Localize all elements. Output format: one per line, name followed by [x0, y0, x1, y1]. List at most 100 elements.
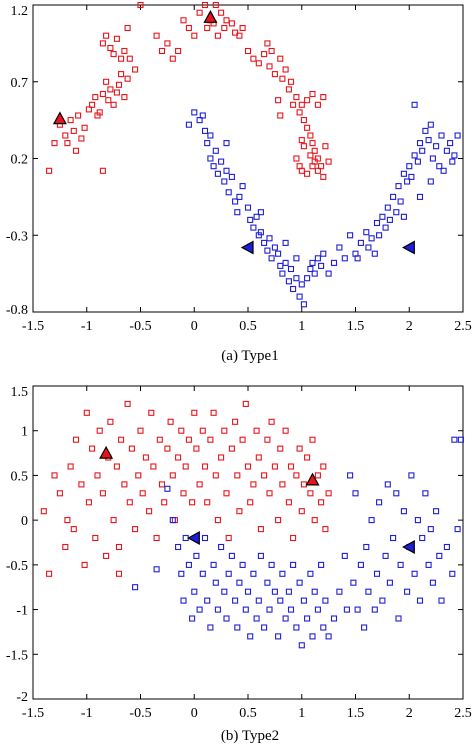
red-square-point	[85, 106, 92, 113]
blue-square-point	[221, 178, 228, 185]
red-square-point	[103, 32, 110, 39]
blue-square-point	[436, 163, 443, 170]
red-square-point	[201, 1, 209, 9]
red-square-point	[103, 552, 110, 559]
red-square-point	[234, 472, 241, 479]
blue-square-point	[164, 485, 171, 492]
blue-square-point	[371, 250, 378, 257]
red-square-point	[169, 472, 176, 479]
red-square-point	[78, 481, 85, 488]
red-square-point	[236, 508, 243, 515]
blue-square-point	[223, 140, 230, 147]
red-square-point	[118, 55, 125, 62]
blue-square-point	[247, 633, 254, 640]
red-square-point	[196, 481, 203, 488]
y-tick-label: 0.7	[11, 76, 29, 91]
red-square-point	[70, 526, 77, 533]
red-square-point	[204, 499, 211, 506]
y-tick-label: -1	[16, 604, 28, 619]
y-tick-labels-type2: -2 -1.5 -1 -0.5 0 0.5 1 1.5	[6, 385, 28, 705]
blue-square-point	[397, 561, 404, 568]
red-square-point	[164, 40, 171, 47]
blue-square-point	[347, 232, 354, 239]
blue-square-point	[236, 193, 243, 200]
blue-square-point	[393, 490, 400, 497]
red-square-point	[180, 490, 187, 497]
y-tick-label: 1	[21, 425, 28, 440]
blue-square-point	[404, 178, 411, 185]
blue-square-point	[207, 132, 214, 139]
blue-square-point	[300, 301, 307, 308]
blue-square-point	[214, 606, 221, 613]
blue-square-point	[239, 183, 246, 190]
red-square-point	[322, 526, 329, 533]
y-tick-label: 1.5	[11, 385, 29, 400]
red-square-point	[320, 463, 327, 470]
blue-square-point	[204, 597, 211, 604]
blue-square-point	[304, 615, 311, 622]
red-square-point	[105, 97, 112, 104]
blue-square-point	[390, 534, 397, 542]
red-square-point	[51, 472, 58, 479]
blue-square-point	[212, 579, 219, 586]
blue-square-point	[247, 216, 254, 223]
y-tick-labels-type1: -0.8 -0.3 0.2 0.7 1.2	[6, 4, 28, 318]
blue-triangle-marker	[402, 539, 415, 555]
blue-square-point	[271, 244, 278, 251]
blue-square-point	[178, 570, 185, 577]
red-square-point	[124, 24, 131, 32]
blue-square-point	[282, 615, 289, 622]
data-points-type2	[40, 400, 464, 649]
red-square-point	[96, 109, 103, 116]
blue-square-point	[343, 606, 350, 613]
red-square-point	[255, 454, 262, 461]
blue-square-point	[451, 152, 458, 159]
data-points-type1	[46, 1, 461, 308]
x-tick-label: 1	[298, 706, 305, 721]
blue-square-point	[199, 570, 206, 577]
blue-square-point	[320, 250, 327, 257]
red-square-point	[191, 32, 198, 39]
red-square-point	[118, 71, 125, 78]
x-tick-label: -1.5	[22, 706, 44, 721]
blue-square-point	[282, 259, 289, 266]
red-square-point	[139, 490, 146, 497]
red-triangle-marker	[203, 10, 218, 23]
red-square-point	[132, 66, 139, 73]
red-square-point	[107, 86, 114, 93]
blue-square-point	[207, 155, 214, 162]
blue-square-point	[298, 281, 305, 288]
red-square-point	[137, 1, 144, 9]
red-square-point	[268, 418, 275, 425]
red-square-point	[282, 66, 289, 73]
red-square-point	[264, 436, 271, 443]
blue-square-point	[255, 597, 262, 604]
red-square-point	[322, 143, 329, 150]
blue-square-point	[191, 109, 198, 116]
blue-square-point	[250, 570, 257, 577]
red-square-point	[277, 445, 284, 452]
blue-square-point	[257, 552, 264, 559]
red-square-point	[228, 445, 235, 452]
red-square-point	[239, 436, 246, 443]
red-square-point	[178, 427, 185, 434]
blue-square-point	[454, 526, 461, 533]
blue-square-point	[433, 143, 440, 150]
blue-triangle-marker	[187, 530, 200, 546]
blue-square-point	[404, 588, 411, 595]
blue-square-point	[253, 615, 260, 622]
panel-type1: -1.5 -1 -0.5 0 0.5 1 1.5 2 2.5 -0.8 -0.3 0.2 0.7 1.2…	[6, 1, 472, 364]
red-square-point	[107, 418, 114, 425]
blue-square-point	[228, 173, 235, 180]
blue-square-point	[427, 178, 434, 185]
blue-square-point	[268, 561, 275, 568]
y-tick-label: -0.3	[6, 229, 28, 244]
red-square-point	[62, 132, 69, 139]
red-square-point	[132, 526, 139, 533]
blue-square-point	[225, 189, 232, 196]
red-square-point	[244, 47, 252, 55]
red-triangle-marker	[99, 445, 114, 459]
blue-square-point	[376, 232, 383, 239]
red-square-point	[314, 472, 321, 479]
blue-square-point	[425, 561, 432, 568]
